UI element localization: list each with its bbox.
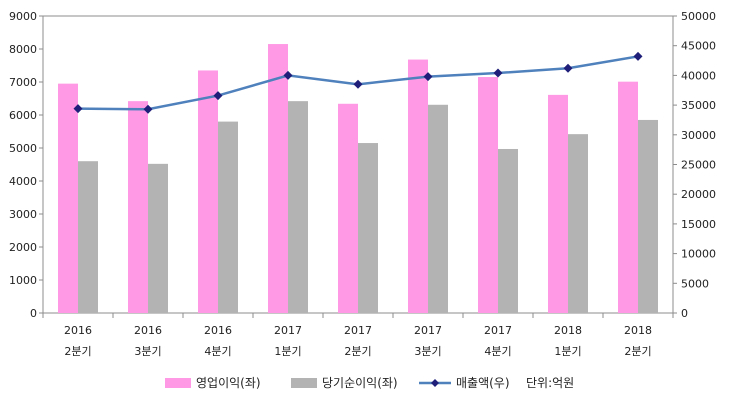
left-axis-tick-label: 7000 — [9, 76, 37, 89]
x-axis-year-label: 2018 — [554, 324, 582, 337]
right-axis-tick-label: 35000 — [681, 99, 716, 112]
x-axis-quarter-label: 2분기 — [624, 345, 651, 358]
bar-net-income — [288, 101, 308, 313]
right-axis-tick-label: 20000 — [681, 188, 716, 201]
bar-operating-profit — [58, 83, 78, 314]
right-axis-tick-label: 5000 — [681, 277, 709, 290]
right-axis-tick-label: 45000 — [681, 40, 716, 53]
right-axis: 0 5000 10000 15000 20000 25000 30000 35000 40000… — [673, 10, 716, 320]
bar-net-income — [358, 143, 378, 313]
line-series — [73, 51, 643, 114]
left-axis: 0 1000 2000 3000 4000 5000 6000 7000 8000 9000 — [9, 10, 43, 320]
legend-swatch-operating-profit — [165, 378, 191, 388]
x-axis-year-label: 2017 — [344, 324, 372, 337]
bar-operating-profit — [128, 101, 148, 313]
marker-revenue — [143, 104, 153, 114]
x-axis-year-label: 2016 — [134, 324, 162, 337]
left-axis-tick-label: 1000 — [9, 274, 37, 287]
legend-label-net-income: 당기순이익(좌) — [322, 376, 398, 390]
x-axis-quarter-label: 2분기 — [344, 345, 371, 358]
x-axis-year-label: 2017 — [484, 324, 512, 337]
legend-label-revenue: 매출액(우) — [456, 376, 510, 390]
right-axis-tick-label: 30000 — [681, 129, 716, 142]
x-axis-quarter-label: 3분기 — [414, 345, 441, 358]
marker-revenue — [423, 72, 433, 82]
x-axis-quarter-label: 3분기 — [134, 345, 161, 358]
left-axis-tick-label: 9000 — [9, 10, 37, 23]
x-axis-quarter-label: 1분기 — [274, 345, 301, 358]
marker-revenue — [563, 63, 573, 73]
bar-operating-profit — [338, 103, 358, 313]
left-axis-tick-label: 0 — [30, 307, 37, 320]
left-axis-tick-label: 5000 — [9, 142, 37, 155]
x-axis: 2016 2분기 2016 3분기 2016 4분기 2017 1분기 2017 2분기 2017 3… — [42, 313, 674, 358]
left-axis-tick-label: 6000 — [9, 109, 37, 122]
x-axis-quarter-label: 1분기 — [554, 345, 581, 358]
left-axis-tick-label: 3000 — [9, 208, 37, 221]
unit-note: 단위:억원 — [526, 376, 574, 390]
x-axis-year-label: 2017 — [414, 324, 442, 337]
x-axis-year-label: 2016 — [64, 324, 92, 337]
bar-net-income — [428, 104, 448, 314]
right-axis-tick-label: 25000 — [681, 159, 716, 172]
marker-revenue — [283, 70, 293, 80]
bar-net-income — [638, 119, 658, 313]
x-axis-quarter-label: 2분기 — [64, 345, 91, 358]
bar-operating-profit — [618, 81, 638, 313]
bar-operating-profit — [408, 59, 428, 314]
bar-operating-profit — [198, 70, 218, 313]
legend-label-operating-profit: 영업이익(좌) — [196, 376, 261, 390]
bar-net-income — [148, 163, 168, 313]
bars — [58, 44, 658, 314]
right-axis-tick-label: 10000 — [681, 248, 716, 261]
marker-revenue — [493, 68, 503, 78]
bar-operating-profit — [478, 77, 498, 313]
left-axis-tick-label: 8000 — [9, 43, 37, 56]
bar-operating-profit — [548, 94, 568, 314]
right-axis-tick-label: 0 — [681, 307, 688, 320]
x-axis-year-label: 2016 — [204, 324, 232, 337]
bar-net-income — [78, 161, 98, 313]
left-axis-tick-label: 4000 — [9, 175, 37, 188]
right-axis-tick-label: 40000 — [681, 69, 716, 82]
right-axis-tick-label: 15000 — [681, 218, 716, 231]
x-axis-quarter-label: 4분기 — [204, 345, 231, 358]
bar-operating-profit — [268, 44, 288, 314]
x-axis-quarter-label: 4분기 — [484, 345, 511, 358]
x-axis-year-label: 2017 — [274, 324, 302, 337]
bar-net-income — [498, 148, 518, 313]
x-axis-year-label: 2018 — [624, 324, 652, 337]
right-axis-tick-label: 50000 — [681, 10, 716, 23]
marker-revenue — [213, 91, 223, 101]
bar-net-income — [568, 134, 588, 313]
legend-swatch-net-income — [291, 378, 317, 388]
legend: 영업이익(좌) 당기순이익(좌) 매출액(우) 단위:억원 — [165, 376, 574, 390]
marker-revenue — [353, 79, 363, 89]
marker-revenue — [633, 51, 643, 61]
legend-marker-revenue — [431, 379, 439, 387]
marker-revenue — [73, 104, 83, 114]
bar-net-income — [218, 121, 238, 313]
left-axis-tick-label: 2000 — [9, 241, 37, 254]
